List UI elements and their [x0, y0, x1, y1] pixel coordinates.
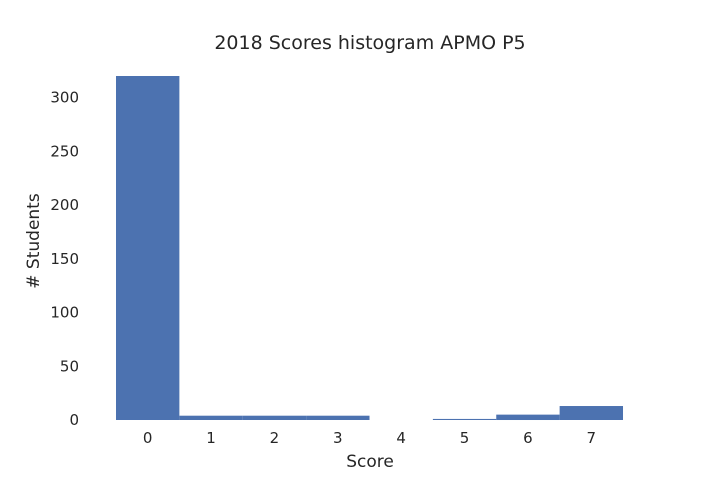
y-tick-label: 200: [50, 196, 79, 214]
x-tick-label: 5: [460, 429, 470, 447]
bar-score-5: [432, 418, 497, 420]
x-tick-label: 7: [587, 429, 597, 447]
x-tick-labels: 0 1 2 3 4 5 6 7: [143, 429, 596, 447]
x-tick-label: 2: [270, 429, 280, 447]
bar-score-3: [306, 415, 370, 420]
bars-group: [116, 76, 624, 421]
x-axis-label: Score: [346, 452, 394, 472]
bar-score-1: [179, 415, 243, 420]
y-tick-label: 100: [50, 304, 79, 322]
y-tick-label: 0: [69, 411, 79, 429]
bar-score-6: [496, 414, 560, 421]
x-tick-label: 4: [396, 429, 406, 447]
x-tick-label: 6: [523, 429, 533, 447]
x-tick-label: 3: [333, 429, 343, 447]
y-tick-label: 250: [50, 142, 79, 160]
bar-score-2: [242, 415, 307, 420]
bar-score-7: [559, 406, 624, 420]
x-tick-label: 1: [206, 429, 216, 447]
y-axis-label: # Students: [24, 193, 44, 289]
x-tick-label: 0: [143, 429, 153, 447]
y-tick-labels: 0 50 100 150 200 250 300: [50, 89, 79, 430]
y-tick-label: 50: [60, 357, 79, 375]
y-tick-label: 300: [50, 89, 79, 107]
bar-score-0: [116, 76, 180, 420]
y-tick-label: 150: [50, 250, 79, 268]
chart-title: 2018 Scores histogram APMO P5: [214, 32, 525, 54]
